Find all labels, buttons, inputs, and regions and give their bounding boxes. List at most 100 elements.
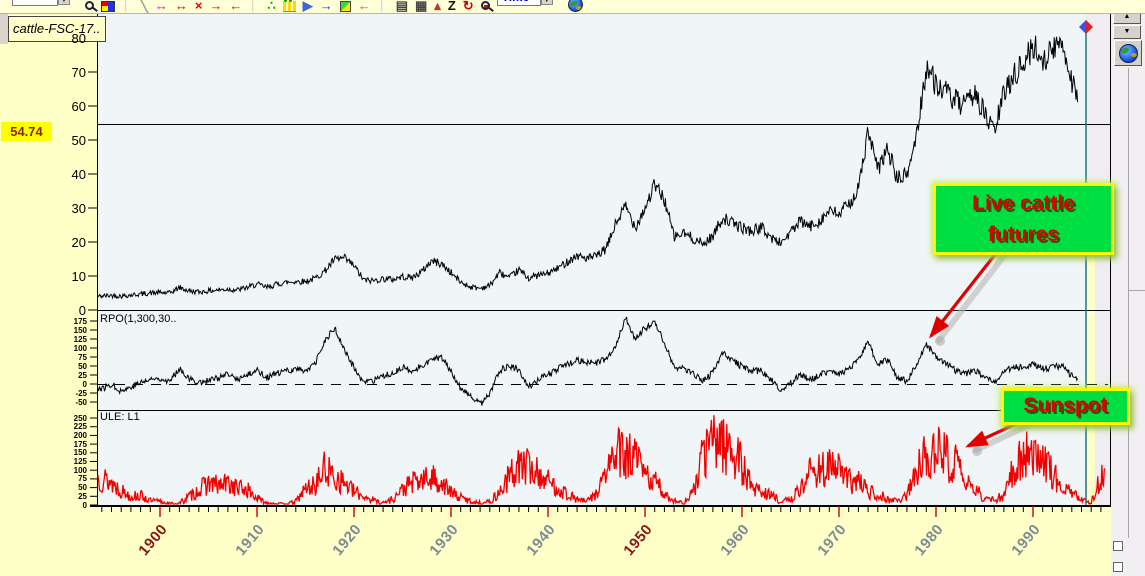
scale-mode-icon[interactable] (339, 1, 351, 12)
globe-icon[interactable] (567, 0, 583, 12)
y-tick-label: -50 (75, 397, 87, 407)
right-panel-divider-horizontal (1129, 290, 1145, 291)
price-zero-line (97, 310, 1110, 311)
pan-right-icon[interactable]: → (209, 0, 223, 13)
bar-style-icon[interactable] (282, 0, 296, 12)
y-tick-label: 60 (71, 99, 86, 114)
time-dropdown-slot: Time▲ ▼ (496, 0, 561, 12)
top-left-corner-frame (0, 14, 8, 44)
y-tick-label: 150 (73, 448, 87, 458)
y-tick-label: 10 (71, 269, 86, 284)
separator-3 (380, 0, 383, 12)
y-tick-label: 75 (78, 352, 87, 362)
y-tick-label: -25 (75, 388, 87, 398)
pointer-mode-icon[interactable]: ▶ (302, 0, 313, 13)
study-chart-icon-slot: ▴ (434, 0, 441, 12)
trendline-tool-icon-slot: ╲ (140, 0, 148, 12)
keyboard-icon[interactable]: ▦ (415, 0, 428, 13)
sunspot-arrow-shadow-head (972, 446, 982, 456)
annotation-live-cattle-futures[interactable]: Live cattle futures (933, 183, 1114, 255)
fib-span-tool-icon[interactable]: ↔ (154, 0, 168, 13)
span-delete-icon[interactable]: × (194, 0, 203, 13)
y-tick-label: 70 (71, 65, 86, 80)
reload-icon[interactable]: ↻ (462, 0, 474, 13)
y-tick-label: 50 (78, 361, 87, 371)
study-chart-icon[interactable]: ▴ (434, 0, 441, 13)
separator-2-slot (249, 0, 260, 12)
y-tick-label: 50 (71, 133, 86, 148)
live-cattle-arrow-shadow-head (935, 336, 945, 346)
cursor-diamond-left (1079, 20, 1086, 34)
y-tick-label: 40 (71, 167, 86, 182)
sunspot-series (97, 415, 1106, 506)
toolbar: text▲ ▼ ╲ ↔ ↔ × → ← ∴ ▶ → ← ▤ ▦ ▴ Z ↻ Time▲ ▼ (0, 0, 1145, 14)
checkbox-1[interactable] (1113, 541, 1123, 551)
rpo-panel-label: RPO(1,300,30.. (100, 313, 177, 325)
chart-preview-icon-slot (480, 1, 490, 12)
y-tick-label: 25 (78, 370, 87, 380)
zoom-tool-icon-slot (85, 1, 94, 12)
cursor-price-badge: 54.74 (1, 122, 52, 141)
chart-preview-icon[interactable] (480, 1, 490, 10)
keyboard-icon-slot: ▦ (415, 0, 427, 12)
tick-chart-icon[interactable]: ∴ (267, 0, 276, 13)
scroll-down-button[interactable]: ▼ (1113, 25, 1141, 39)
live-cattle-arrow-shadow (936, 253, 1007, 343)
zoom-z-icon-slot: Z (448, 0, 456, 12)
separator-1-slot (122, 0, 133, 12)
y-tick-label: 80 (71, 31, 86, 46)
zoom-tool-icon[interactable] (85, 1, 94, 10)
time-dropdown[interactable]: Time▲ ▼ (496, 0, 553, 6)
data-window-icon-slot: ▤ (396, 0, 408, 12)
checkbox-2[interactable] (1113, 562, 1123, 572)
goto-last-icon[interactable]: → (319, 0, 333, 13)
separator-2 (252, 0, 255, 12)
rpo-zero-dashed-line (97, 384, 1108, 385)
pointer-mode-icon-slot: ▶ (303, 0, 313, 12)
text-style-dropdown-slot: text▲ ▼ (12, 0, 78, 12)
instrument-label-box[interactable]: cattle-FSC-17.. (8, 16, 106, 42)
data-window-icon[interactable]: ▤ (395, 0, 408, 13)
globe-button[interactable] (1114, 40, 1142, 66)
tick-chart-icon-slot: ∴ (267, 0, 275, 12)
price-series (97, 35, 1079, 300)
right-panel-divider (1128, 68, 1129, 538)
y-tick-label: 75 (78, 474, 87, 484)
scale-mode-icon-slot (339, 1, 351, 12)
y-tick-label: 225 (73, 422, 87, 432)
x-axis-line (90, 505, 1111, 507)
y-tick-label: 125 (73, 334, 87, 344)
pan-right-icon-slot: → (209, 0, 222, 12)
trendline-tool-icon[interactable]: ╲ (140, 0, 148, 13)
bar-style-icon-slot (282, 0, 296, 12)
text-style-dropdown-spinner[interactable]: ▲ ▼ (58, 0, 70, 5)
y-tick-label: 0 (82, 500, 87, 510)
span-expand-icon-slot: ↔ (175, 0, 188, 12)
span-expand-icon[interactable]: ↔ (174, 0, 188, 13)
y-tick-label: 30 (71, 201, 86, 216)
time-dropdown-spinner[interactable]: ▲ ▼ (540, 0, 553, 5)
color-fill-icon-slot (101, 1, 115, 12)
separator-3-slot (378, 0, 389, 12)
annotation-sunspot[interactable]: Sunspot (1001, 388, 1130, 425)
fib-span-tool-icon-slot: ↔ (155, 0, 168, 12)
zoom-z-icon[interactable]: Z (447, 0, 456, 13)
y-tick-label: 50 (78, 483, 87, 493)
cursor-diamond-right (1086, 20, 1093, 34)
pane-edge-strip (1087, 235, 1095, 505)
y-tick-label: 0 (78, 303, 86, 318)
rpo-panel-bottom-border (97, 410, 1110, 411)
color-fill-icon[interactable] (101, 1, 115, 12)
text-style-dropdown[interactable]: text▲ ▼ (12, 0, 70, 6)
globe-icon (1118, 43, 1138, 63)
pan-left-icon-slot: ← (229, 0, 242, 12)
y-tick-label: 125 (73, 457, 87, 466)
y-tick-label: 25 (78, 491, 87, 501)
pan-left-icon[interactable]: ← (229, 0, 243, 13)
cursor-price-line (97, 124, 1110, 125)
y-tick-label: 250 (73, 413, 87, 423)
y-tick-label: 175 (73, 439, 87, 449)
undo-pan-icon[interactable]: ← (357, 0, 371, 13)
